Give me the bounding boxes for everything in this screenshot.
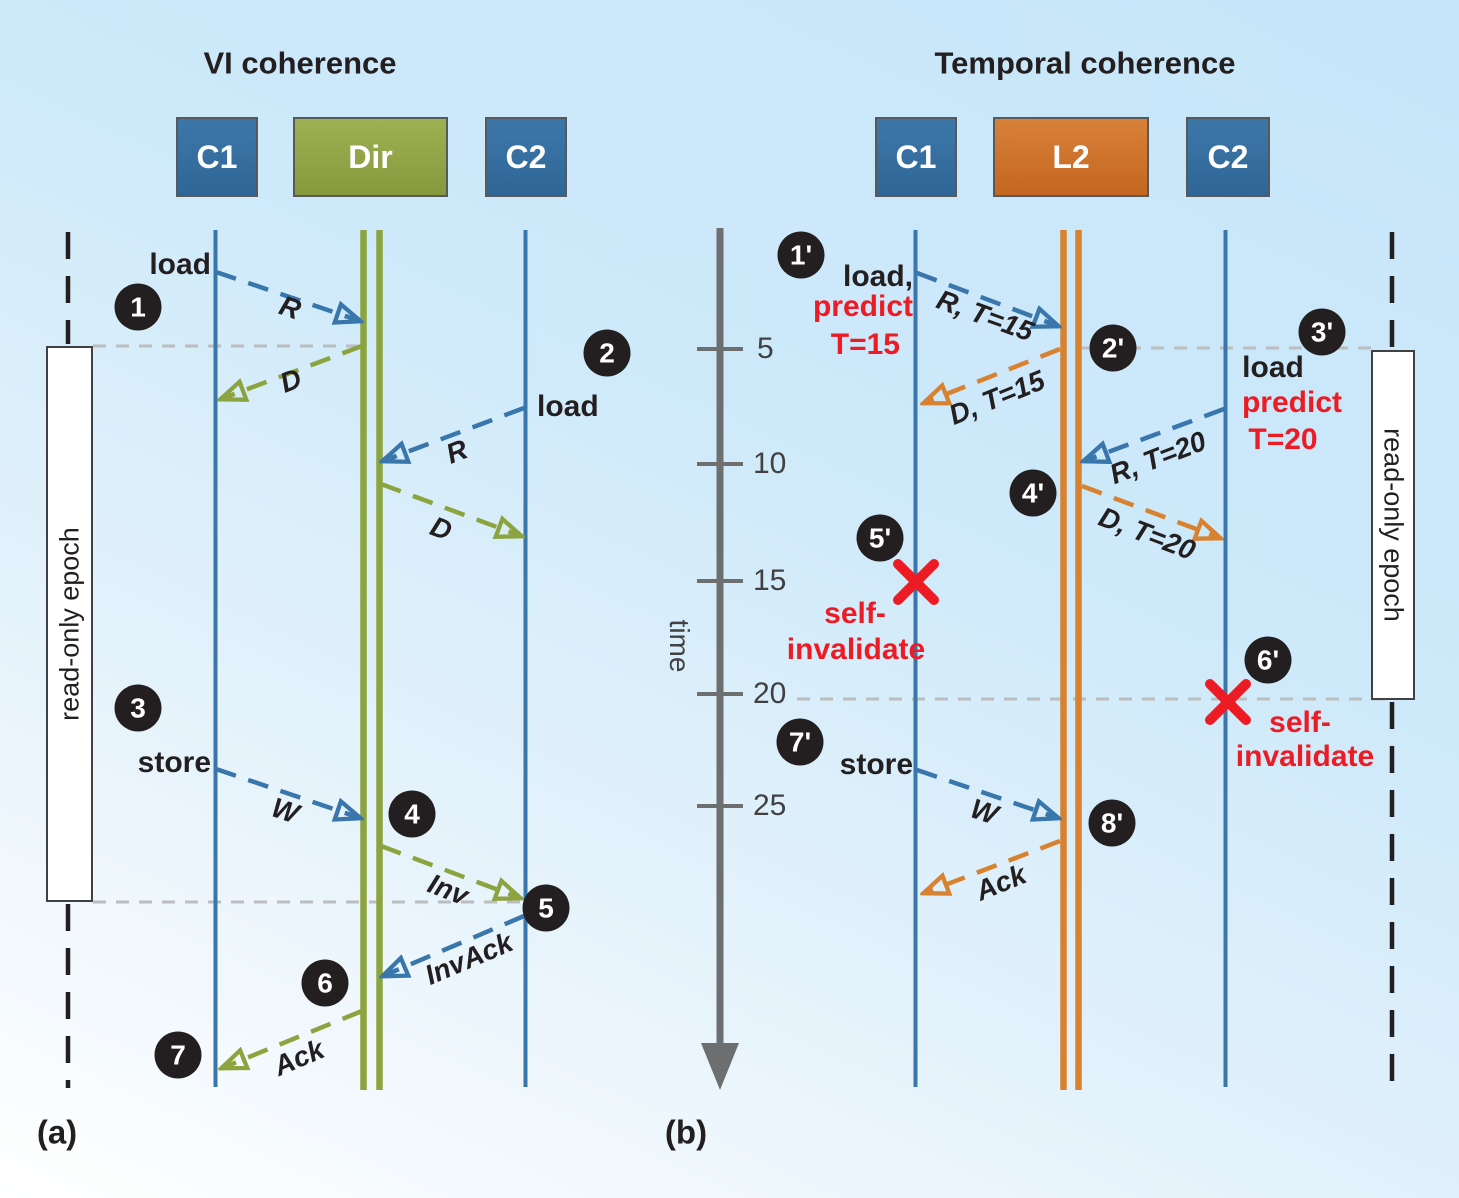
tick-label-5: 5	[757, 332, 774, 365]
x-mark-6prime	[1205, 679, 1251, 725]
action-b-selfinv1-line2: invalidate	[786, 633, 926, 666]
arrow-a-inv	[380, 843, 520, 898]
epoch-boundary-dashes	[65, 232, 1395, 1088]
arrow-b-ack	[924, 838, 1061, 893]
panel-a-title: VI coherence	[203, 45, 397, 81]
action-a-load2: load	[537, 390, 599, 423]
event-3prime: 3'	[1298, 308, 1346, 356]
arrow-b-r20	[1084, 406, 1225, 461]
action-b-load2: load	[1242, 351, 1304, 384]
action-b-predict2: predict	[1241, 386, 1343, 419]
epoch-box-b-label: read-only epoch	[1378, 428, 1409, 622]
event-5prime: 5'	[856, 514, 904, 562]
node-b-l2-label: L2	[1052, 138, 1090, 175]
node-b-c2-label: C2	[1207, 138, 1249, 175]
epoch-box-a: read-only epoch	[46, 346, 93, 902]
event-6: 6	[301, 959, 349, 1007]
tick-label-10: 10	[753, 447, 787, 480]
event-7: 7	[154, 1031, 202, 1079]
event-3: 3	[114, 684, 162, 732]
arrow-b-r15	[916, 270, 1058, 326]
action-a-store: store	[137, 746, 211, 779]
panel-a-tag: (a)	[36, 1113, 78, 1151]
action-b-predict1: predict	[812, 290, 913, 323]
arrow-a-d1	[221, 343, 363, 399]
node-a-c2: C2	[485, 117, 567, 197]
action-a-load1: load	[149, 248, 211, 281]
time-axis-arrowhead	[701, 1043, 739, 1090]
arrow-a-r2	[383, 405, 525, 461]
action-b-load1: load,	[842, 260, 913, 293]
event-7prime: 7'	[776, 718, 824, 766]
action-b-t20: T=20	[1248, 423, 1318, 456]
event-1prime: 1'	[777, 231, 825, 279]
tick-label-25: 25	[753, 789, 787, 822]
messages-b	[916, 270, 1225, 893]
time-axis-label: time	[664, 619, 695, 673]
panel-b-tag: (b)	[664, 1113, 708, 1151]
action-b-store: store	[839, 748, 913, 781]
arrow-a-d2	[380, 481, 521, 536]
tick-label-15: 15	[753, 564, 787, 597]
time-axis	[697, 228, 743, 1090]
node-a-c1: C1	[176, 117, 258, 197]
node-b-c2: C2	[1186, 117, 1270, 197]
x-mark-5prime	[893, 559, 939, 605]
node-a-c1-label: C1	[196, 138, 238, 175]
node-b-c1-label: C1	[895, 138, 937, 175]
node-a-dir: Dir	[293, 117, 448, 197]
node-a-c2-label: C2	[505, 138, 547, 175]
arrow-a-ack	[222, 1008, 363, 1068]
event-4prime: 4'	[1009, 469, 1057, 517]
arrow-a-invack	[383, 913, 525, 976]
event-6prime: 6'	[1244, 636, 1292, 684]
node-b-l2: L2	[993, 117, 1149, 197]
self-invalidate-marks	[893, 559, 1251, 725]
event-5: 5	[522, 884, 570, 932]
action-b-selfinv1-line1: self-	[824, 597, 886, 630]
event-2prime: 2'	[1089, 324, 1137, 372]
epoch-box-a-label: read-only epoch	[54, 527, 84, 721]
event-4: 4	[388, 790, 436, 838]
node-b-c1: C1	[875, 117, 957, 197]
arrow-a-w	[215, 766, 360, 818]
time-axis-ticks	[697, 347, 743, 808]
event-1: 1	[114, 283, 162, 331]
node-a-dir-label: Dir	[348, 138, 393, 175]
event-8prime: 8'	[1088, 799, 1136, 847]
panel-b-title: Temporal coherence	[934, 45, 1236, 81]
messages-a	[215, 269, 525, 1068]
arrow-b-d20	[1081, 483, 1220, 538]
arrow-b-w	[916, 767, 1058, 818]
epoch-box-b: read-only epoch	[1371, 350, 1415, 700]
tick-label-20: 20	[753, 677, 787, 710]
action-b-selfinv2-line2: invalidate	[1235, 740, 1375, 773]
action-b-selfinv2-line1: self-	[1269, 706, 1331, 739]
arrow-a-r1	[215, 269, 360, 321]
event-2: 2	[583, 329, 631, 377]
action-b-t15: T=15	[830, 328, 900, 361]
arrow-b-d15	[924, 346, 1061, 403]
